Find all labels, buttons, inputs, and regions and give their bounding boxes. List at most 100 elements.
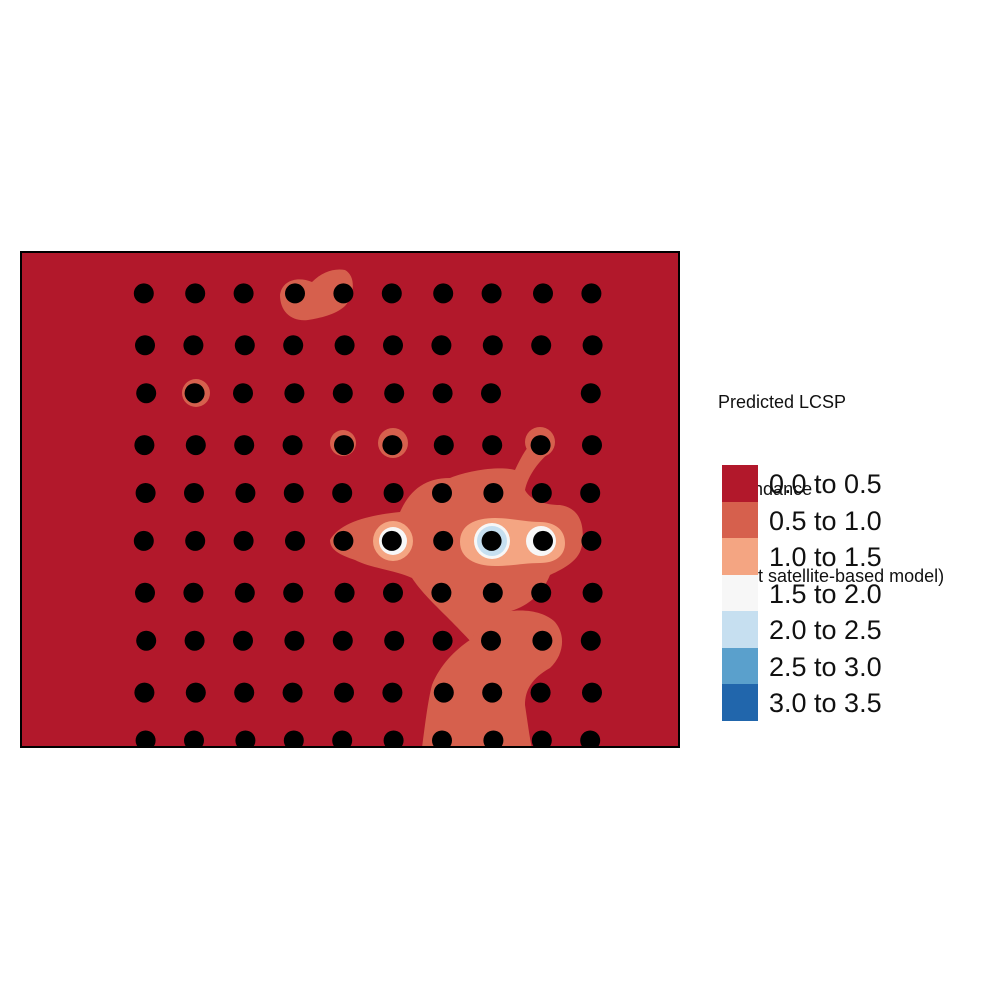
survey-point [233, 630, 253, 651]
survey-point [185, 682, 206, 703]
survey-point [531, 335, 552, 356]
survey-point [183, 582, 204, 603]
survey-point [381, 283, 402, 304]
legend-label: 3.0 to 3.5 [769, 688, 882, 718]
survey-point [580, 483, 601, 503]
legend-swatch [722, 684, 758, 721]
survey-point [284, 383, 305, 404]
survey-point [432, 483, 452, 503]
survey-point [433, 530, 454, 551]
survey-point [580, 730, 601, 747]
survey-point [333, 530, 354, 551]
survey-point [282, 435, 303, 456]
survey-point [283, 730, 304, 747]
survey-point [234, 582, 255, 603]
survey-point [184, 730, 204, 747]
survey-point [133, 530, 154, 551]
survey-point [431, 582, 452, 603]
survey-point [135, 730, 156, 747]
survey-point [334, 582, 355, 603]
survey-point [136, 383, 157, 404]
legend-swatch [722, 647, 758, 684]
survey-point [283, 582, 304, 603]
survey-point [334, 682, 354, 703]
survey-point [185, 435, 206, 456]
survey-point [333, 283, 354, 304]
survey-point [432, 730, 452, 747]
survey-point [233, 383, 253, 404]
survey-point [482, 682, 503, 703]
survey-point [134, 435, 155, 456]
survey-point [285, 283, 305, 304]
survey-point [283, 483, 304, 503]
survey-point [185, 283, 206, 304]
survey-point [285, 530, 305, 551]
survey-point [481, 283, 502, 304]
survey-point [580, 383, 601, 404]
survey-point [381, 530, 402, 551]
survey-point [383, 582, 403, 603]
survey-point [530, 682, 551, 703]
survey-point [233, 530, 254, 551]
survey-point [334, 435, 354, 456]
survey-point [383, 730, 404, 747]
survey-point [235, 730, 256, 747]
survey-point [482, 582, 503, 603]
survey-point [233, 283, 254, 304]
prediction-patch [422, 610, 562, 747]
legend-swatch [722, 501, 758, 538]
survey-point [580, 630, 601, 651]
survey-point [530, 435, 551, 456]
survey-point [481, 630, 501, 651]
legend-swatch [722, 574, 758, 611]
survey-point [234, 435, 255, 456]
survey-point [382, 435, 403, 456]
survey-point [383, 483, 404, 503]
survey-point [481, 383, 501, 404]
legend-label: 0.5 to 1.0 [769, 505, 882, 536]
survey-point [282, 682, 303, 703]
survey-point [433, 283, 454, 304]
survey-point [481, 530, 502, 551]
survey-point [482, 435, 503, 456]
survey-point [531, 582, 552, 603]
survey-point [483, 730, 504, 747]
survey-point [332, 730, 353, 747]
survey-point [284, 630, 305, 651]
survey-point [332, 383, 353, 404]
prediction-patch [330, 440, 583, 650]
survey-point [432, 383, 453, 404]
survey-point [382, 682, 403, 703]
survey-point [533, 530, 553, 551]
survey-point [533, 283, 553, 304]
survey-point [332, 483, 353, 503]
survey-point [184, 383, 205, 404]
legend-label: 2.0 to 2.5 [769, 615, 882, 645]
survey-point [431, 335, 452, 356]
survey-point [135, 582, 155, 603]
legend-title-line: Predicted LCSP [718, 392, 847, 412]
survey-point [433, 435, 454, 456]
survey-point [136, 630, 157, 651]
survey-point [384, 383, 405, 404]
legend-swatch [722, 611, 758, 648]
legend-label: 1.5 to 2.0 [769, 578, 882, 609]
legend-label: 1.0 to 1.5 [769, 542, 882, 572]
survey-point [582, 435, 602, 456]
survey-point [185, 530, 206, 551]
survey-point [334, 335, 355, 356]
legend-label: 2.5 to 3.0 [769, 651, 882, 682]
survey-point [433, 682, 454, 703]
survey-point [135, 483, 156, 503]
legend-label: 0.0 to 0.5 [769, 469, 882, 499]
survey-point [383, 335, 403, 356]
survey-point [332, 630, 353, 651]
survey-point [234, 335, 255, 356]
survey-point [582, 582, 603, 603]
map-frame [20, 251, 680, 748]
survey-point [581, 530, 602, 551]
survey-point [134, 682, 155, 703]
legend-swatch [722, 465, 758, 502]
survey-point [582, 335, 603, 356]
